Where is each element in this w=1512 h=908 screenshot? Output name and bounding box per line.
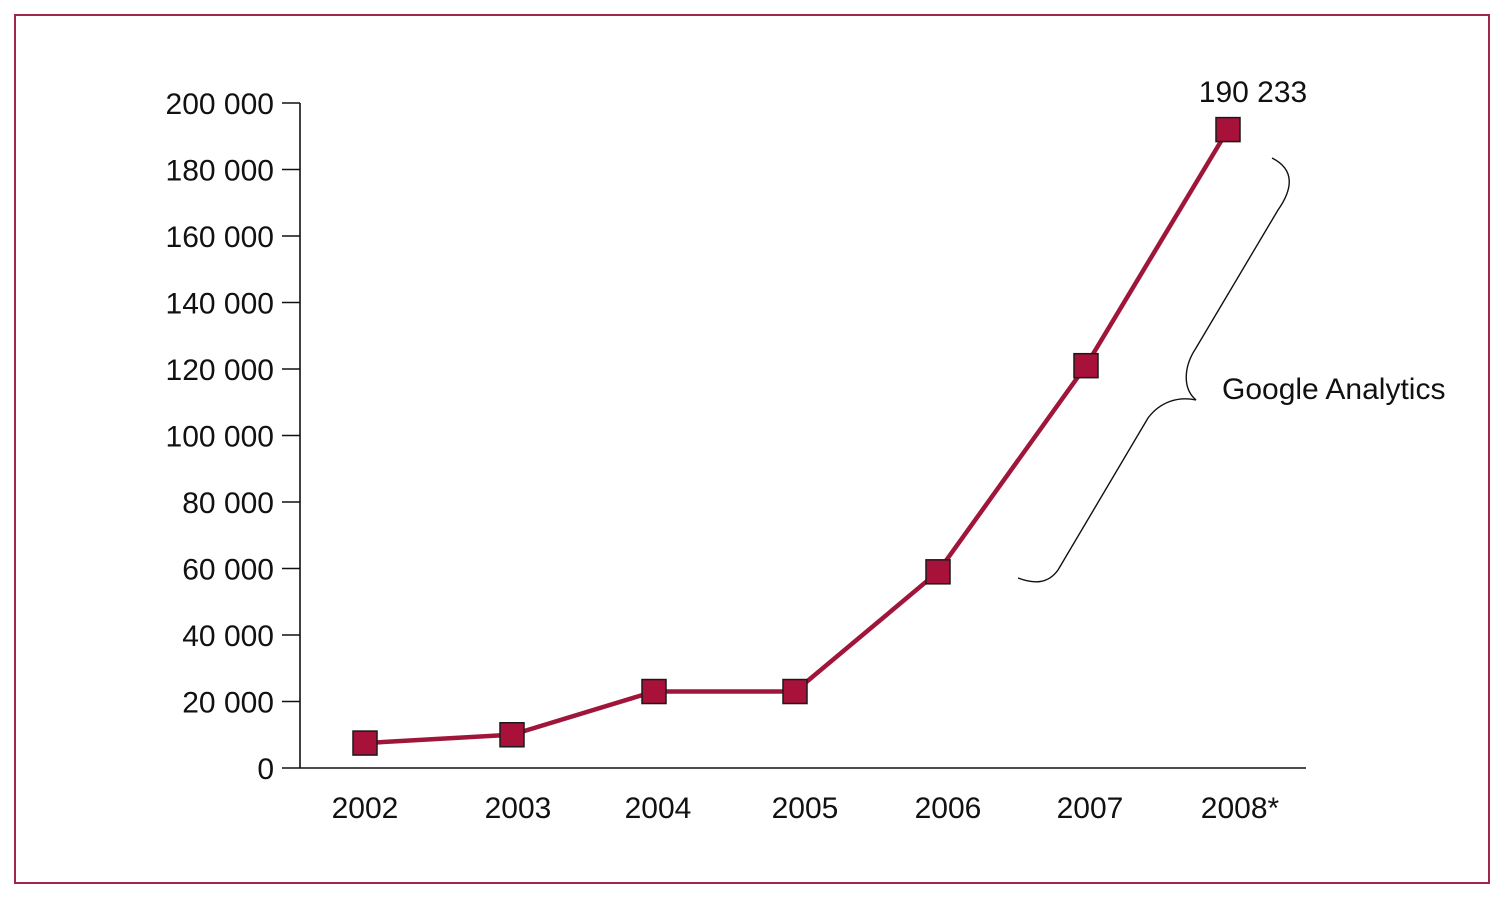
x-axis: 2002 2003 2004 2005 2006 2007 2008*	[300, 767, 1306, 825]
data-point-marker	[925, 559, 951, 585]
google-analytics-brace	[1017, 157, 1290, 583]
annotations: 190 233 Google Analytics	[1017, 76, 1445, 583]
x-tick-label: 2007	[1057, 792, 1124, 825]
x-tick-label: 2002	[332, 792, 399, 825]
y-tick-label: 140 000	[166, 288, 274, 321]
peak-value-label: 190 233	[1199, 76, 1307, 109]
data-point-marker	[641, 678, 667, 705]
y-tick-label: 120 000	[166, 354, 274, 387]
y-axis: 0 20 000 40 000 60 000 80 000 100 000 120 000 1…	[166, 88, 301, 786]
x-tick-label: 2005	[772, 792, 839, 825]
y-tick-label: 60 000	[182, 554, 274, 587]
data-point-marker	[782, 678, 808, 705]
y-tick-label: 0	[257, 753, 274, 786]
data-point-marker	[352, 730, 378, 756]
data-point-marker	[499, 722, 525, 748]
series-line	[364, 128, 1230, 746]
google-analytics-label: Google Analytics	[1222, 373, 1445, 406]
series-group	[352, 116, 1241, 756]
y-tick-label: 180 000	[166, 155, 274, 188]
y-tick-label: 40 000	[182, 620, 274, 653]
x-tick-label: 2006	[915, 792, 982, 825]
y-tick-label: 80 000	[182, 487, 274, 520]
data-point-marker	[1215, 116, 1241, 143]
y-tick-label: 20 000	[182, 687, 274, 720]
data-point-marker	[1073, 352, 1099, 379]
y-tick-label: 100 000	[166, 421, 274, 454]
x-tick-label: 2008*	[1201, 792, 1280, 825]
x-tick-label: 2004	[625, 792, 692, 825]
chart-frame	[14, 14, 1490, 884]
y-tick-label: 200 000	[166, 88, 274, 121]
y-tick-label: 160 000	[166, 221, 274, 254]
x-tick-label: 2003	[485, 792, 552, 825]
